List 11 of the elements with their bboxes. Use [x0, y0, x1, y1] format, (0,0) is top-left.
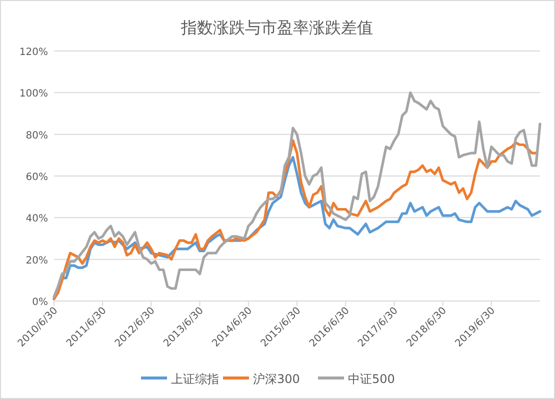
title: 指数涨跌与市盈率涨跌差值	[181, 18, 373, 37]
y-tick-label: 80%	[26, 130, 48, 142]
legend-label: 上证综指	[171, 372, 219, 386]
y-tick-label: 20%	[26, 255, 48, 266]
y-tick-label: 0%	[32, 297, 48, 308]
legend-label: 中证500	[348, 372, 395, 386]
y-tick-label: 100%	[19, 88, 48, 100]
legend-label: 沪深300	[253, 372, 300, 386]
y-tick-label: 120%	[19, 47, 48, 58]
y-tick-label: 40%	[26, 214, 48, 225]
y-tick-label: 60%	[26, 172, 48, 183]
